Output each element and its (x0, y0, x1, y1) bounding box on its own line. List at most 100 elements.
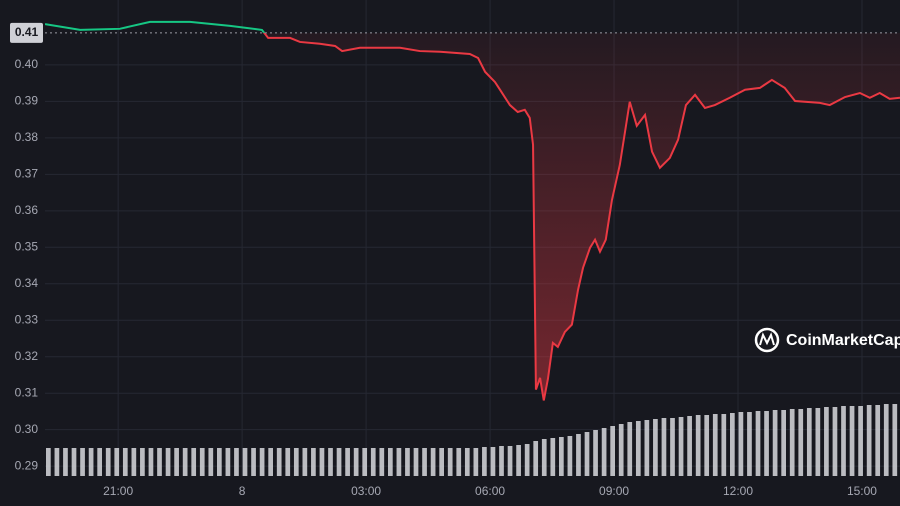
volume-bar (311, 448, 316, 476)
volume-bar (199, 448, 205, 476)
volume-bar (533, 441, 539, 476)
volume-bar (747, 412, 752, 476)
volume-bar (576, 434, 581, 476)
volume-bar (225, 448, 231, 476)
volume-bar (755, 411, 761, 476)
volume-bar (259, 448, 265, 476)
volume-bar (618, 424, 624, 476)
volume-bar (71, 448, 77, 476)
volume-bar (661, 418, 667, 476)
volume-bar (370, 448, 376, 476)
y-tick-label: 0.29 (15, 458, 39, 472)
volume-bar (182, 448, 188, 476)
volume-bar (302, 448, 308, 476)
volume-bar (276, 448, 282, 476)
y-tick-label: 0.30 (15, 422, 39, 436)
volume-bar (789, 409, 795, 476)
volume-bar (541, 439, 547, 476)
volume-bar (559, 437, 564, 476)
volume-bar (738, 412, 744, 476)
volume-bar (815, 408, 821, 476)
volume-bar (490, 447, 496, 476)
volume-bar (601, 428, 607, 476)
y-tick-label: 0.39 (15, 94, 39, 108)
volume-bar (251, 448, 256, 476)
x-tick-label: 06:00 (475, 484, 505, 498)
volume-bar (687, 416, 692, 476)
volume-bar (345, 448, 350, 476)
volume-bar (507, 446, 513, 476)
y-tick-label: 0.33 (15, 312, 39, 326)
logo (754, 327, 780, 353)
volume-bar (883, 404, 889, 476)
volume-bar (422, 448, 427, 476)
volume-bar (122, 448, 128, 476)
x-tick-label: 8 (239, 484, 246, 498)
volume-bar (670, 418, 675, 476)
volume-bar (131, 448, 137, 476)
volume-bar (336, 448, 342, 476)
volume-bar (379, 448, 385, 476)
volume-bar (524, 444, 530, 476)
volume-bar (482, 447, 487, 476)
volume-bar (593, 430, 598, 476)
volume-bar (866, 405, 872, 476)
volume-bar (439, 448, 445, 476)
volume-bar (798, 409, 804, 476)
volume-bar (610, 426, 616, 476)
y-tick-label: 0.32 (15, 349, 39, 363)
volume-bar (644, 420, 650, 476)
watermark-text: CoinMarketCap (786, 332, 900, 349)
price-line (45, 20, 900, 401)
y-tick-label: 0.34 (15, 276, 39, 290)
volume-bar (730, 413, 735, 476)
x-tick-label: 15:00 (847, 484, 877, 498)
volume-bar (353, 448, 359, 476)
grid (45, 0, 900, 476)
y-tick-label: 0.36 (15, 203, 39, 217)
volume-bar (764, 411, 769, 476)
volume-bar (208, 448, 214, 476)
x-tick-label: 03:00 (351, 484, 381, 498)
volume-bar (627, 422, 633, 476)
volume-bar (892, 404, 898, 476)
y-tick-label: 0.38 (15, 130, 39, 144)
volume-bar (875, 405, 881, 476)
volume-bar (413, 448, 419, 476)
volume-bar (242, 448, 248, 476)
y-tick-label: 0.37 (15, 167, 39, 181)
volume-bar (806, 408, 812, 476)
volume-bar (712, 414, 718, 476)
volume-bar (405, 448, 410, 476)
watermark: CoinMarketCap (754, 327, 900, 353)
volume-bar (362, 448, 368, 476)
volume-bar (63, 448, 68, 476)
x-tick-label: 09:00 (599, 484, 629, 498)
volume-bar (678, 417, 684, 476)
volume-bar (464, 448, 470, 476)
volume-bar (824, 407, 829, 476)
volume-bar (499, 446, 504, 476)
volume-bar (54, 448, 60, 476)
volume-bar (704, 415, 710, 476)
volume-bar (46, 448, 51, 476)
volume-bar (293, 448, 299, 476)
volume-bars (46, 404, 898, 476)
volume-bar (114, 448, 120, 476)
volume-bar (234, 448, 239, 476)
volume-bar (447, 448, 453, 476)
volume-bar (319, 448, 325, 476)
volume-bar (388, 448, 393, 476)
volume-bar (653, 419, 658, 476)
volume-bar (268, 448, 274, 476)
y-tick-label: 0.31 (15, 385, 39, 399)
volume-bar (430, 448, 436, 476)
volume-bar (473, 448, 479, 476)
volume-bar (140, 448, 145, 476)
volume-bar (328, 448, 333, 476)
volume-bar (550, 438, 556, 476)
volume-bar (165, 448, 171, 476)
volume-bar (567, 436, 573, 476)
volume-bar (97, 448, 103, 476)
